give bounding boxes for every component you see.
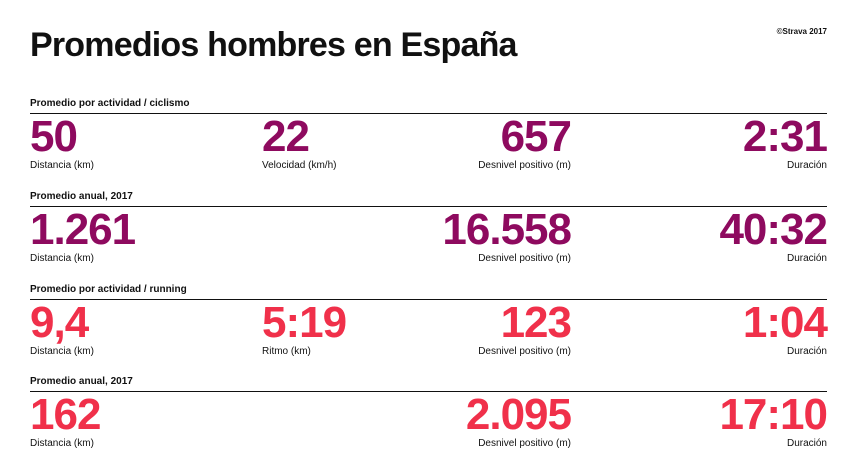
section-divider xyxy=(30,299,827,300)
stat-value: 1.261 xyxy=(30,205,136,254)
section-running-annual: Promedio anual, 2017 162 Distancia (km) … xyxy=(30,376,828,468)
stat-caption: Velocidad (km/h) xyxy=(262,160,337,171)
section-divider xyxy=(30,206,827,207)
stat-caption: Distancia (km) xyxy=(30,438,94,449)
stat-value: 123 xyxy=(500,298,572,347)
copyright-notice: ©Strava 2017 xyxy=(776,27,827,36)
stat-value: 2:31 xyxy=(742,112,828,161)
stat-elevation: 2.095 Desnivel positivo (m) xyxy=(465,390,572,450)
section-label: Promedio por actividad / ciclismo xyxy=(30,98,190,109)
section-label: Promedio anual, 2017 xyxy=(30,376,133,387)
section-label: Promedio por actividad / running xyxy=(30,284,187,295)
section-cycling-annual: Promedio anual, 2017 1.261 Distancia (km… xyxy=(30,191,828,283)
stat-caption: Desnivel positivo (m) xyxy=(478,253,571,264)
stat-value: 50 xyxy=(30,112,78,161)
stat-caption: Ritmo (km) xyxy=(262,346,311,357)
stat-value: 17:10 xyxy=(719,390,828,439)
stat-distance: 9,4 Distancia (km) xyxy=(30,300,94,358)
stat-distance: 1.261 Distancia (km) xyxy=(30,205,136,265)
stat-caption: Distancia (km) xyxy=(30,160,94,171)
stat-caption: Distancia (km) xyxy=(30,253,94,264)
stat-value: 5:19 xyxy=(262,298,347,347)
stat-pace: 5:19 Ritmo (km) xyxy=(262,298,347,358)
section-divider xyxy=(30,391,827,392)
section-divider xyxy=(30,113,827,114)
stat-value: 162 xyxy=(30,390,101,439)
stat-duration: 2:31 Duración xyxy=(742,112,828,172)
stat-speed: 22 Velocidad (km/h) xyxy=(262,114,336,172)
stat-value: 22 xyxy=(262,112,310,161)
stat-caption: Desnivel positivo (m) xyxy=(478,346,571,357)
stat-value: 16.558 xyxy=(442,205,572,254)
stat-caption: Desnivel positivo (m) xyxy=(478,160,571,171)
section-running-per-activity: Promedio por actividad / running 9,4 Dis… xyxy=(30,284,828,376)
stat-caption: Desnivel positivo (m) xyxy=(478,438,571,449)
stat-value: 9,4 xyxy=(30,298,89,347)
page-title: Promedios hombres en España xyxy=(30,26,517,64)
stat-caption: Duración xyxy=(786,253,827,264)
stat-elevation: 123 Desnivel positivo (m) xyxy=(478,298,572,358)
stat-distance: 162 Distancia (km) xyxy=(30,390,101,450)
stat-value: 657 xyxy=(500,112,572,161)
stat-duration: 17:10 Duración xyxy=(719,390,828,450)
stat-duration: 1:04 Duración xyxy=(742,298,828,358)
stat-caption: Duración xyxy=(786,160,827,171)
section-cycling-per-activity: Promedio por actividad / ciclismo 50 Dis… xyxy=(30,98,828,190)
stat-elevation: 16.558 Desnivel positivo (m) xyxy=(442,205,572,265)
stat-caption: Duración xyxy=(786,346,827,357)
stat-caption: Distancia (km) xyxy=(30,346,94,357)
stat-duration: 40:32 Duración xyxy=(719,205,828,265)
stat-elevation: 657 Desnivel positivo (m) xyxy=(478,112,572,172)
section-label: Promedio anual, 2017 xyxy=(30,191,133,202)
stat-value: 1:04 xyxy=(742,298,828,347)
stat-caption: Duración xyxy=(786,438,827,449)
stat-distance: 50 Distancia (km) xyxy=(30,114,94,172)
stat-value: 2.095 xyxy=(465,390,572,439)
stat-value: 40:32 xyxy=(719,205,828,254)
